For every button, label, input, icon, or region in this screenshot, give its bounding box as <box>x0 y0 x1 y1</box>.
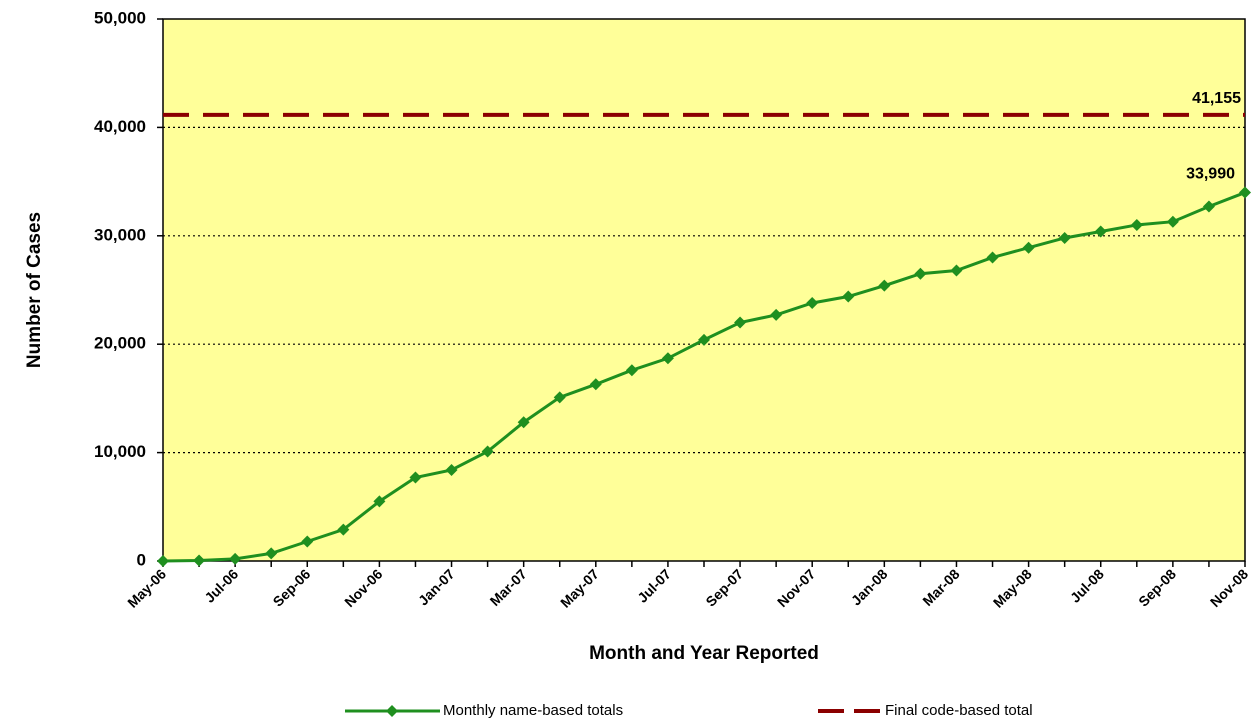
legend-label: Monthly name-based totals <box>443 702 623 719</box>
y-tick-label: 0 <box>137 550 146 569</box>
x-tick-label: Jul-06 <box>201 566 241 606</box>
x-tick-label: Nov-08 <box>1207 566 1251 610</box>
x-axis-title: Month and Year Reported <box>589 643 819 664</box>
y-tick-label: 10,000 <box>94 442 146 461</box>
data-point <box>625 364 638 377</box>
data-point <box>842 290 855 303</box>
data-point <box>1202 200 1215 213</box>
data-point <box>481 445 494 458</box>
data-point <box>301 535 314 548</box>
data-point <box>373 495 386 508</box>
data-point <box>1130 218 1143 231</box>
y-axis-title: Number of Cases <box>24 212 45 368</box>
data-point <box>265 547 278 560</box>
x-tick-label: Mar-08 <box>919 566 962 609</box>
data-point <box>1058 231 1071 244</box>
data-label: 33,990 <box>1186 166 1235 183</box>
y-tick-label: 20,000 <box>94 334 146 353</box>
data-point <box>337 523 350 536</box>
data-point <box>806 297 819 310</box>
x-tick-label: Jan-07 <box>415 566 458 609</box>
data-point <box>1239 186 1251 199</box>
data-point <box>409 471 422 484</box>
data-point <box>878 279 891 292</box>
data-point <box>589 378 602 391</box>
data-point <box>193 554 206 567</box>
x-tick-label: May-08 <box>990 566 1035 611</box>
y-tick-label: 50,000 <box>94 8 146 27</box>
data-point <box>661 352 674 365</box>
legend-label: Final code-based total <box>885 702 1033 719</box>
x-tick-label: Mar-07 <box>487 566 530 609</box>
x-tick-label: Sep-07 <box>702 566 746 610</box>
reference-label: 41,155 <box>1192 90 1241 107</box>
x-tick-label: Jul-07 <box>634 566 674 606</box>
data-point <box>553 391 566 404</box>
x-tick-label: Jan-08 <box>848 566 891 609</box>
plot-area <box>163 19 1245 561</box>
y-tick-label: 40,000 <box>94 117 146 136</box>
y-tick-label: 30,000 <box>94 225 146 244</box>
data-point <box>445 463 458 476</box>
data-point <box>1166 215 1179 228</box>
data-point <box>950 264 963 277</box>
x-tick-label: Nov-07 <box>774 566 818 610</box>
data-point <box>157 555 169 567</box>
data-point <box>770 308 783 321</box>
x-tick-label: May-06 <box>124 566 169 611</box>
x-tick-label: May-07 <box>557 566 602 611</box>
x-tick-label: Sep-06 <box>270 566 314 610</box>
data-point <box>698 333 710 346</box>
data-point <box>229 552 242 565</box>
data-point <box>734 316 747 329</box>
legend-marker <box>386 705 398 717</box>
x-tick-label: Nov-06 <box>341 566 385 610</box>
x-tick-label: Jul-08 <box>1067 566 1107 606</box>
x-tick-label: Sep-08 <box>1135 566 1179 610</box>
data-point <box>914 267 927 280</box>
data-point <box>986 251 999 264</box>
data-point <box>1022 241 1035 254</box>
data-point <box>517 416 530 429</box>
data-point <box>1094 225 1107 238</box>
